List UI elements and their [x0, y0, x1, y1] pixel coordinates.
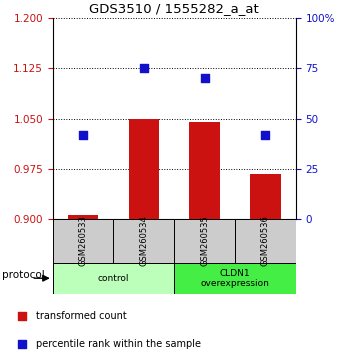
Point — [263, 132, 268, 138]
Bar — [189, 122, 220, 219]
Text: percentile rank within the sample: percentile rank within the sample — [36, 339, 201, 349]
Text: transformed count: transformed count — [36, 311, 126, 321]
Text: GSM260535: GSM260535 — [200, 216, 209, 267]
Text: control: control — [98, 274, 129, 283]
Point — [202, 75, 207, 81]
Point — [141, 65, 147, 71]
Text: GSM260534: GSM260534 — [139, 216, 148, 267]
Bar — [68, 215, 98, 219]
Bar — [53, 263, 174, 294]
Text: CLDN1
overexpression: CLDN1 overexpression — [201, 268, 270, 288]
Bar — [250, 174, 280, 219]
Text: protocol: protocol — [2, 270, 45, 280]
Point — [80, 132, 86, 138]
Text: GSM260533: GSM260533 — [79, 216, 88, 267]
Bar — [235, 219, 296, 263]
Bar — [174, 263, 296, 294]
Bar — [114, 219, 174, 263]
Text: GSM260536: GSM260536 — [261, 216, 270, 267]
Bar — [174, 219, 235, 263]
Bar — [129, 119, 159, 219]
Title: GDS3510 / 1555282_a_at: GDS3510 / 1555282_a_at — [89, 2, 259, 15]
Bar — [53, 219, 114, 263]
